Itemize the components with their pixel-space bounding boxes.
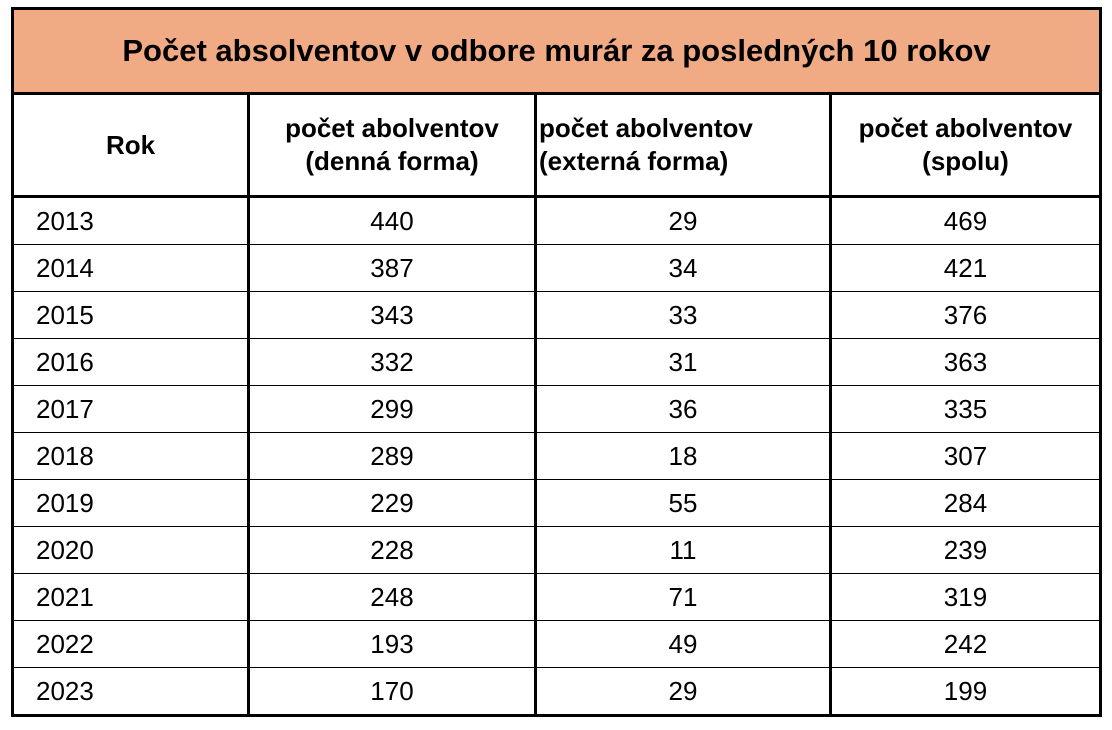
cell-value: 71 <box>535 573 832 621</box>
header-text: počet abolventov <box>285 113 499 143</box>
table-row: 2016 332 31 363 <box>12 338 1102 386</box>
cell-value: 18 <box>535 432 832 480</box>
cell-year: 2016 <box>12 338 250 386</box>
table-row: 2018 289 18 307 <box>12 432 1102 480</box>
table-row: 2022 193 49 242 <box>12 620 1102 668</box>
cell-value: 170 <box>248 667 537 716</box>
cell-year: 2013 <box>12 196 250 245</box>
header-text: (denná forma) <box>305 146 479 176</box>
cell-value: 335 <box>830 385 1102 433</box>
cell-value: 376 <box>830 291 1102 339</box>
cell-value: 421 <box>830 244 1102 292</box>
header-text: Rok <box>105 129 156 160</box>
cell-year: 2022 <box>12 620 250 668</box>
cell-value: 31 <box>535 338 832 386</box>
cell-value: 284 <box>830 479 1102 527</box>
cell-value: 36 <box>535 385 832 433</box>
cell-value: 49 <box>535 620 832 668</box>
header-text: (externá forma) <box>539 146 729 176</box>
header-denna: počet abolventov (denná forma) <box>248 93 537 198</box>
cell-value: 242 <box>830 620 1102 668</box>
header-row: Rok počet abolventov (denná forma) počet … <box>12 93 1102 198</box>
cell-value: 319 <box>830 573 1102 621</box>
header-spolu: počet abolventov (spolu) <box>830 93 1102 198</box>
cell-value: 248 <box>248 573 537 621</box>
cell-year: 2017 <box>12 385 250 433</box>
cell-value: 440 <box>248 196 537 245</box>
header-text: (spolu) <box>922 146 1009 176</box>
header-externa: počet abolventov (externá forma) <box>535 93 832 198</box>
cell-value: 469 <box>830 196 1102 245</box>
cell-year: 2015 <box>12 291 250 339</box>
cell-value: 363 <box>830 338 1102 386</box>
cell-year: 2023 <box>12 667 250 716</box>
cell-year: 2018 <box>12 432 250 480</box>
cell-value: 29 <box>535 196 832 245</box>
table-row: 2021 248 71 319 <box>12 573 1102 621</box>
cell-year: 2019 <box>12 479 250 527</box>
cell-year: 2014 <box>12 244 250 292</box>
cell-value: 33 <box>535 291 832 339</box>
header-text: počet abolventov <box>858 113 1073 143</box>
cell-value: 332 <box>248 338 537 386</box>
cell-value: 299 <box>248 385 537 433</box>
cell-value: 199 <box>830 667 1102 716</box>
table-row: 2023 170 29 199 <box>12 667 1102 716</box>
graduates-table: Počet absolventov v odbore murár za posl… <box>11 7 1102 717</box>
cell-value: 55 <box>535 479 832 527</box>
table-title: Počet absolventov v odbore murár za posl… <box>12 8 1101 95</box>
cell-value: 34 <box>535 244 832 292</box>
cell-year: 2020 <box>12 526 250 574</box>
table-row: 2014 387 34 421 <box>12 244 1102 292</box>
table-row: 2019 229 55 284 <box>12 479 1102 527</box>
header-text: počet abolventov <box>539 113 753 143</box>
header-rok: Rok <box>12 93 250 198</box>
cell-value: 229 <box>248 479 537 527</box>
cell-value: 239 <box>830 526 1102 574</box>
table-row: 2015 343 33 376 <box>12 291 1102 339</box>
cell-value: 289 <box>248 432 537 480</box>
cell-year: 2021 <box>12 573 250 621</box>
cell-value: 11 <box>535 526 832 574</box>
table-row: 2020 228 11 239 <box>12 526 1102 574</box>
table-row: 2013 440 29 469 <box>12 196 1102 245</box>
cell-value: 193 <box>248 620 537 668</box>
cell-value: 307 <box>830 432 1102 480</box>
table-row: 2017 299 36 335 <box>12 385 1102 433</box>
cell-value: 387 <box>248 244 537 292</box>
cell-value: 343 <box>248 291 537 339</box>
cell-value: 29 <box>535 667 832 716</box>
cell-value: 228 <box>248 526 537 574</box>
